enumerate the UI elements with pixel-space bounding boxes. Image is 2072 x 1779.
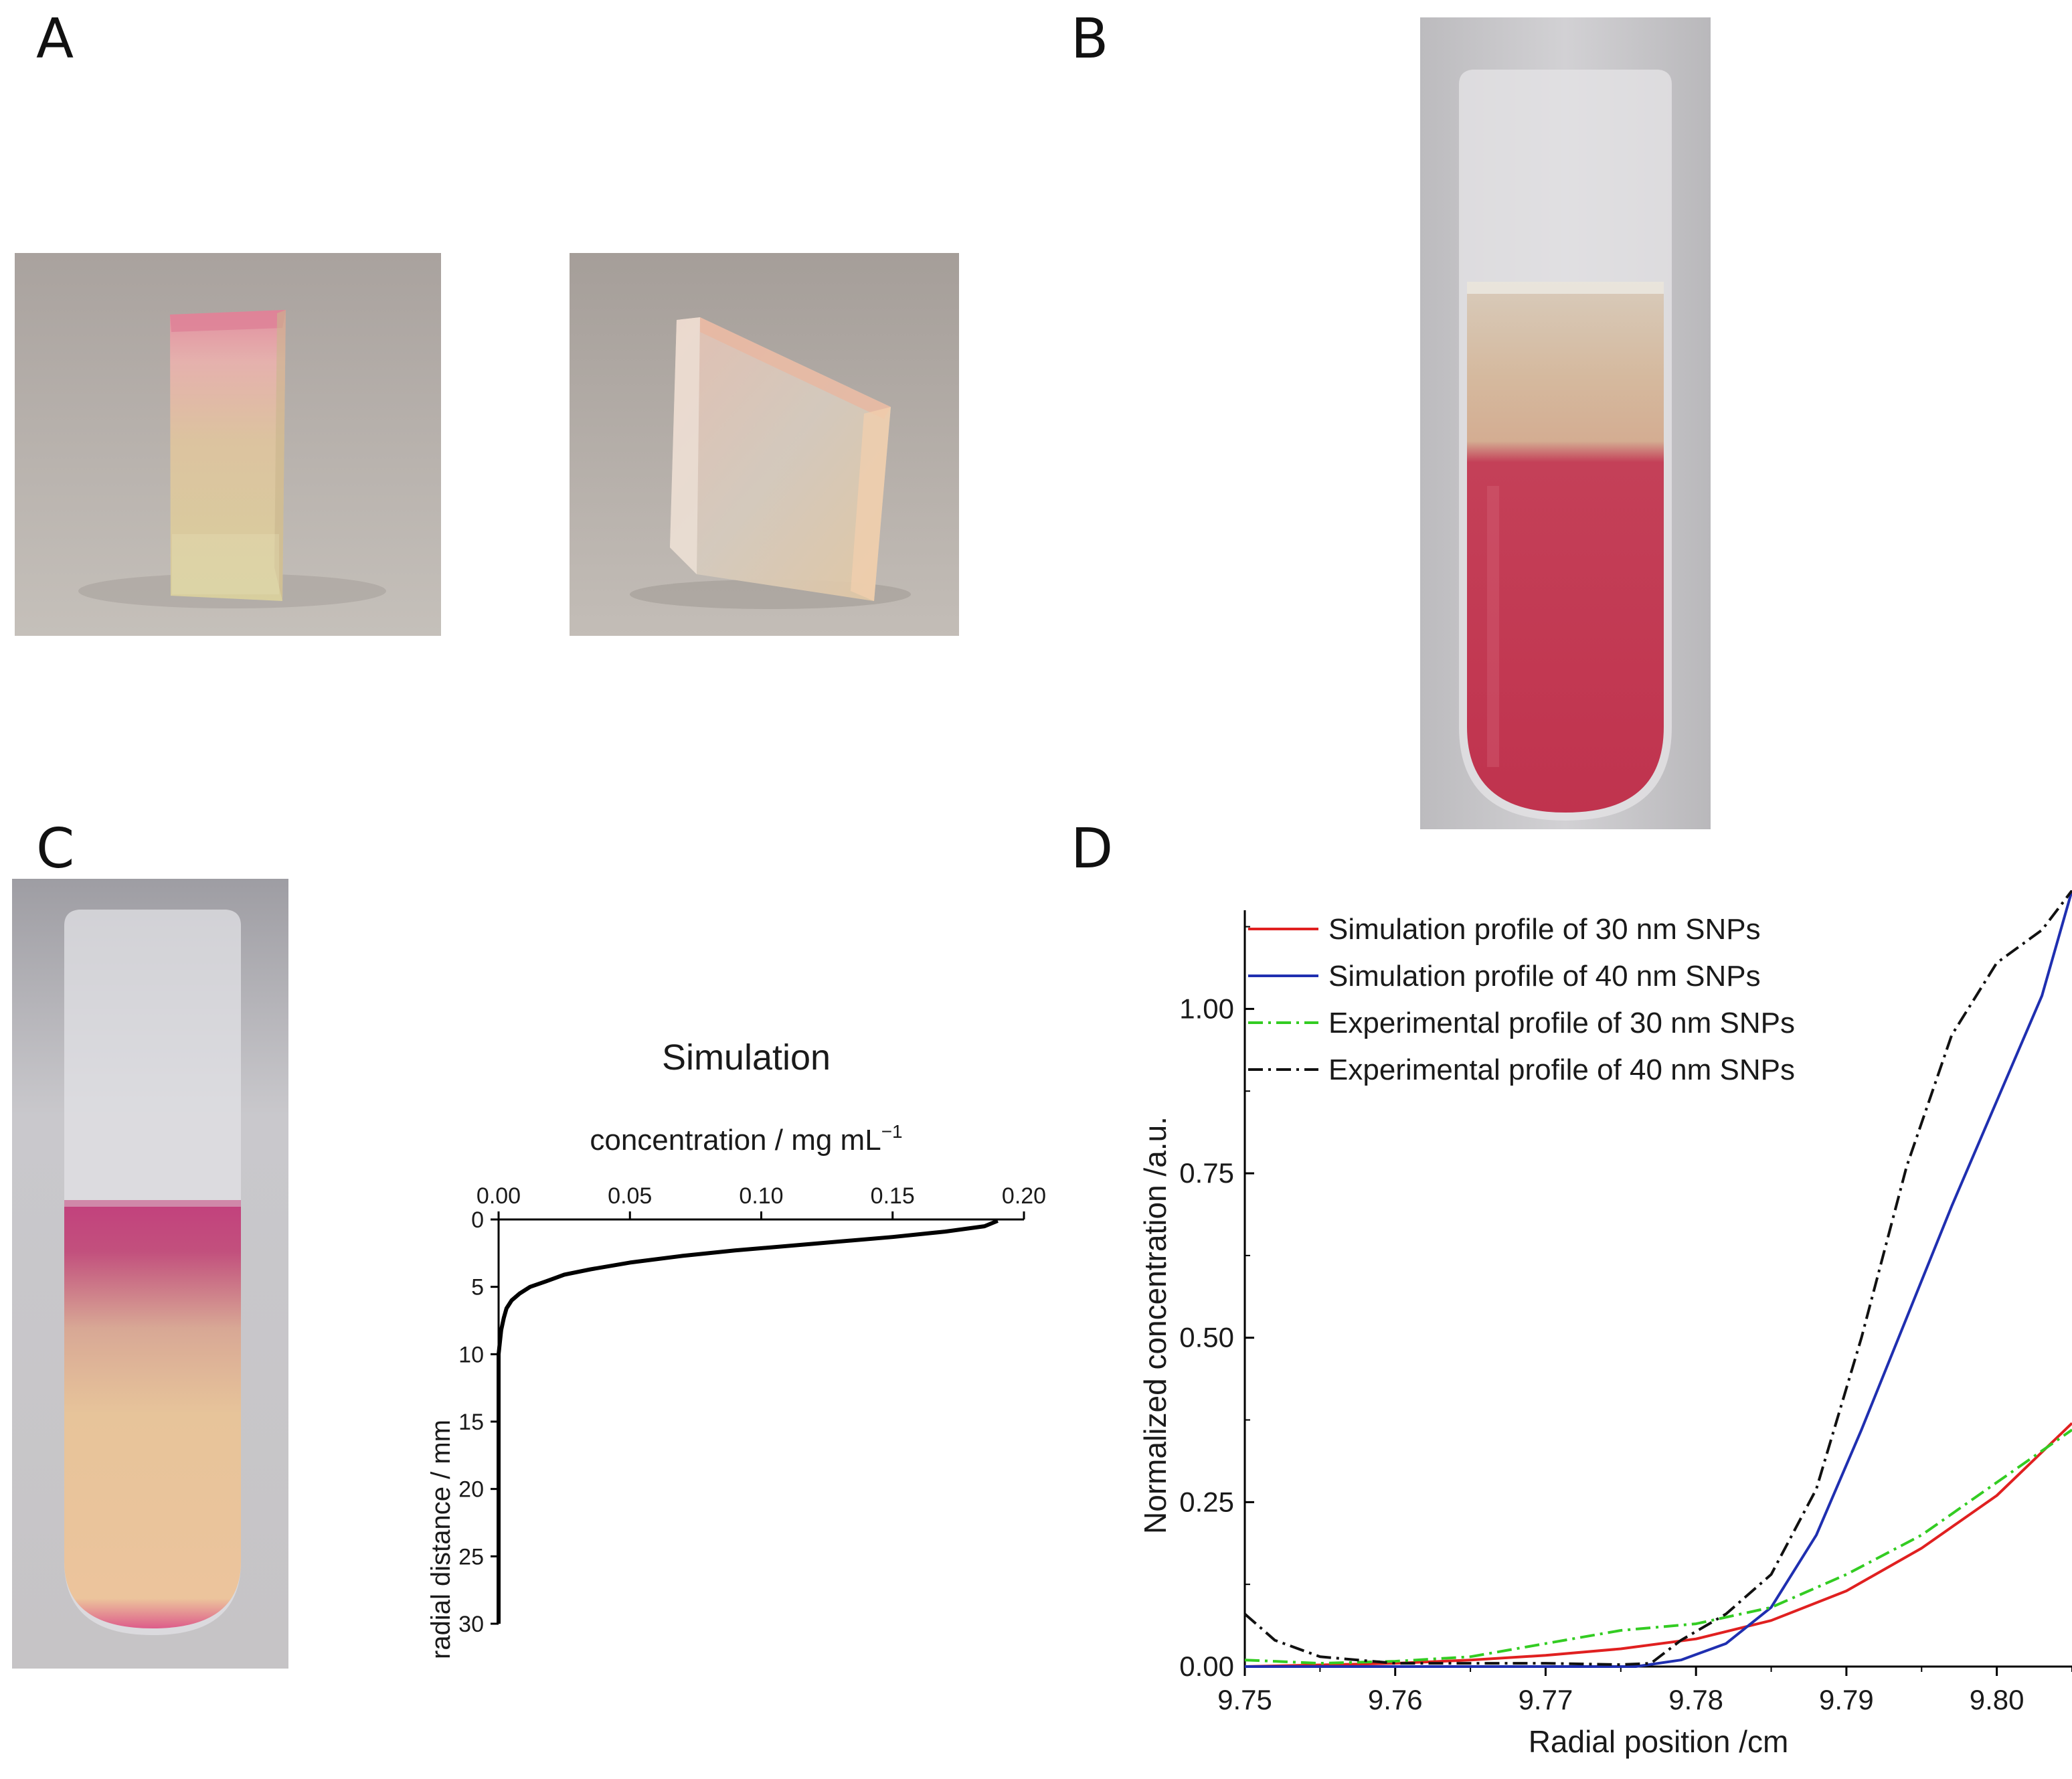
simulation-y-tick-label: 5 [471,1275,484,1300]
simulation-xlabel: concentration / mg mL−1 [590,1121,902,1157]
panel-label-b: B [1071,7,1109,71]
profiles-series-line [1245,890,2072,1668]
profiles-y-tick-label: 0.25 [1179,1486,1234,1517]
simulation-x-tick-label: 0.15 [871,1183,915,1209]
profiles-series-line [1243,890,2072,1667]
profiles-chart: Normalized concentration /a.u. Radial po… [1138,890,2072,1759]
legend-label: Simulation profile of 40 nm SNPs [1328,960,1761,993]
simulation-y-tick-label: 0 [471,1207,484,1233]
profiles-y-tick-label: 0.00 [1179,1650,1234,1682]
legend-label: Experimental profile of 40 nm SNPs [1328,1053,1795,1086]
profiles-x-tick-label: 9.78 [1668,1684,1723,1715]
profiles-series-line [1244,1422,2072,1668]
profiles-x-tick-label: 9.79 [1819,1684,1874,1715]
simulation-x-tick-label: 0.10 [739,1183,783,1209]
simulation-y-tick-label: 20 [458,1477,484,1503]
legend-label: Experimental profile of 30 nm SNPs [1328,1007,1795,1039]
profiles-x-tick-label: 9.77 [1519,1684,1573,1715]
profiles-legend: Simulation profile of 30 nm SNPs Simulati… [1248,913,1795,1086]
simulation-ylabel: radial distance / mm [426,1420,456,1659]
simulation-x-tick-label: 0.05 [608,1183,652,1209]
simulation-y-tick-label: 15 [458,1410,484,1435]
profiles-ylabel: Normalized concentration /a.u. [1138,1116,1173,1534]
profiles-y-tick-label: 1.00 [1179,993,1234,1024]
profiles-xlabel: Radial position /cm [1529,1724,1789,1759]
simulation-chart: Simulation concentration / mg mL−1 radia… [426,1037,1046,1659]
simulation-x-tick-label: 0.00 [477,1183,521,1209]
simulation-y-tick-label: 30 [458,1612,484,1637]
profiles-y-tick-label: 0.50 [1179,1322,1234,1353]
simulation-y-tick-label: 10 [458,1342,484,1367]
photo-gel-angled [570,253,959,636]
panel-label-c: C [36,817,75,881]
panel-label-d: D [1071,817,1114,881]
simulation-y-tick-label: 25 [458,1544,484,1570]
legend-label: Simulation profile of 30 nm SNPs [1328,913,1761,946]
profiles-x-tick-label: 9.76 [1368,1684,1423,1715]
photo-tube-b [1420,17,1711,829]
profiles-y-tick-label: 0.75 [1179,1157,1234,1189]
panel-label-a: A [36,7,74,71]
simulation-x-tick-label: 0.20 [1002,1183,1046,1209]
photo-tube-c [12,879,288,1669]
photo-gel-front [15,253,441,636]
profiles-x-tick-label: 9.75 [1217,1684,1272,1715]
profiles-x-tick-label: 9.80 [1970,1684,2024,1715]
profiles-series-line [1244,1428,2072,1665]
simulation-curve [497,1219,999,1624]
simulation-title: Simulation [662,1037,831,1078]
